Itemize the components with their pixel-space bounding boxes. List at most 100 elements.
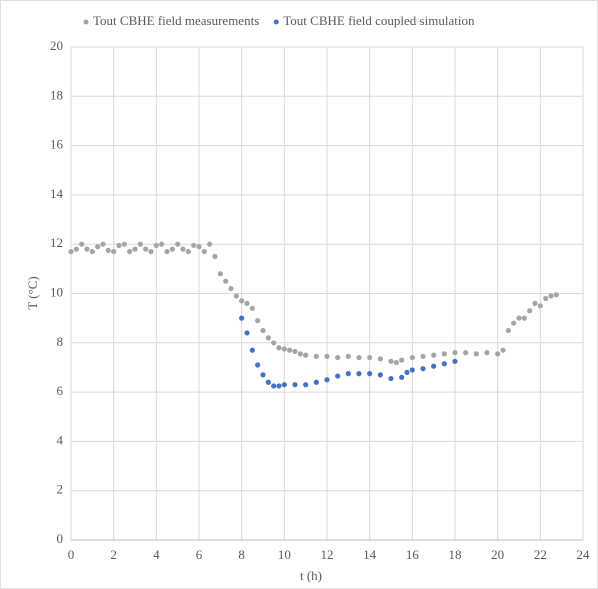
x-axis-label: t (h) bbox=[300, 568, 322, 583]
data-point bbox=[532, 300, 538, 306]
y-tick-label: 12 bbox=[50, 235, 63, 250]
y-tick-label: 16 bbox=[50, 137, 64, 152]
x-tick-label: 22 bbox=[534, 547, 547, 562]
data-point bbox=[527, 308, 533, 314]
data-point bbox=[191, 242, 197, 249]
data-point bbox=[281, 382, 287, 388]
data-point bbox=[143, 246, 149, 252]
data-point bbox=[244, 300, 250, 306]
data-point bbox=[271, 340, 277, 346]
data-point bbox=[287, 347, 293, 353]
data-point bbox=[409, 367, 415, 373]
data-point bbox=[255, 318, 261, 324]
x-tick-label: 10 bbox=[278, 547, 291, 562]
data-point bbox=[452, 358, 458, 364]
x-tick-label: 20 bbox=[491, 547, 504, 562]
data-point bbox=[511, 320, 517, 326]
x-tick-label: 12 bbox=[321, 547, 334, 562]
data-point bbox=[388, 375, 394, 382]
data-point bbox=[132, 246, 138, 252]
y-axis-label: T (°C) bbox=[25, 276, 40, 309]
data-point bbox=[276, 383, 282, 389]
data-point bbox=[249, 305, 255, 311]
data-point bbox=[116, 242, 122, 249]
data-point bbox=[345, 353, 351, 359]
x-tick-label: 2 bbox=[110, 547, 117, 562]
data-point bbox=[367, 354, 373, 361]
data-point bbox=[484, 350, 490, 356]
data-point bbox=[260, 327, 266, 334]
y-tick-label: 2 bbox=[57, 482, 64, 497]
data-point bbox=[265, 379, 271, 385]
x-tick-label: 4 bbox=[153, 547, 160, 562]
x-tick-label: 6 bbox=[196, 547, 203, 562]
data-point bbox=[420, 366, 426, 372]
data-point bbox=[239, 315, 245, 321]
y-tick-label: 20 bbox=[50, 38, 63, 53]
data-point bbox=[335, 354, 341, 361]
data-point bbox=[553, 292, 559, 298]
data-point bbox=[292, 382, 298, 388]
data-point bbox=[500, 347, 506, 353]
data-point bbox=[111, 248, 117, 255]
data-point bbox=[313, 379, 319, 385]
data-point bbox=[137, 241, 143, 247]
data-point bbox=[228, 285, 234, 292]
y-tick-label: 6 bbox=[57, 383, 64, 398]
data-point bbox=[431, 352, 437, 358]
legend-label: Tout CBHE field measurements bbox=[93, 13, 259, 28]
data-point bbox=[505, 327, 511, 334]
data-point bbox=[95, 244, 101, 250]
data-point bbox=[516, 315, 522, 321]
x-tick-label: 8 bbox=[238, 547, 245, 562]
data-point bbox=[271, 383, 277, 389]
data-point bbox=[356, 354, 362, 361]
data-point bbox=[89, 248, 95, 255]
data-point bbox=[377, 372, 383, 378]
data-point bbox=[255, 362, 261, 368]
data-point bbox=[223, 278, 229, 284]
data-point bbox=[463, 350, 469, 356]
data-point bbox=[196, 244, 202, 250]
legend-marker bbox=[273, 19, 279, 25]
data-point bbox=[100, 241, 106, 247]
data-point bbox=[217, 271, 223, 277]
data-point bbox=[212, 253, 218, 260]
data-point bbox=[377, 356, 383, 362]
data-point bbox=[303, 352, 309, 358]
data-point bbox=[73, 246, 79, 252]
data-point bbox=[260, 372, 266, 378]
y-tick-label: 14 bbox=[50, 186, 64, 201]
data-point bbox=[185, 248, 191, 255]
data-point bbox=[367, 371, 373, 377]
data-point bbox=[207, 241, 213, 247]
data-point bbox=[473, 351, 479, 357]
data-point bbox=[175, 241, 181, 247]
data-point bbox=[324, 377, 330, 383]
data-point bbox=[345, 371, 351, 377]
data-point bbox=[452, 350, 458, 356]
data-point bbox=[159, 241, 165, 247]
x-tick-label: 18 bbox=[449, 547, 462, 562]
data-point bbox=[201, 248, 207, 255]
data-point bbox=[265, 335, 271, 341]
legend-marker bbox=[83, 19, 89, 25]
data-point bbox=[356, 371, 362, 377]
data-point bbox=[495, 351, 501, 357]
x-tick-label: 16 bbox=[406, 547, 420, 562]
y-tick-label: 0 bbox=[57, 531, 64, 546]
data-point bbox=[335, 373, 341, 379]
data-point bbox=[180, 246, 186, 252]
y-tick-label: 10 bbox=[50, 284, 63, 299]
data-point bbox=[324, 353, 330, 359]
data-point bbox=[548, 293, 554, 299]
data-point bbox=[79, 241, 85, 247]
data-point bbox=[292, 348, 298, 355]
data-point bbox=[148, 248, 154, 255]
data-point bbox=[441, 361, 447, 367]
data-point bbox=[297, 351, 303, 357]
data-point bbox=[164, 248, 170, 255]
data-point bbox=[431, 363, 437, 369]
x-tick-label: 14 bbox=[363, 547, 377, 562]
